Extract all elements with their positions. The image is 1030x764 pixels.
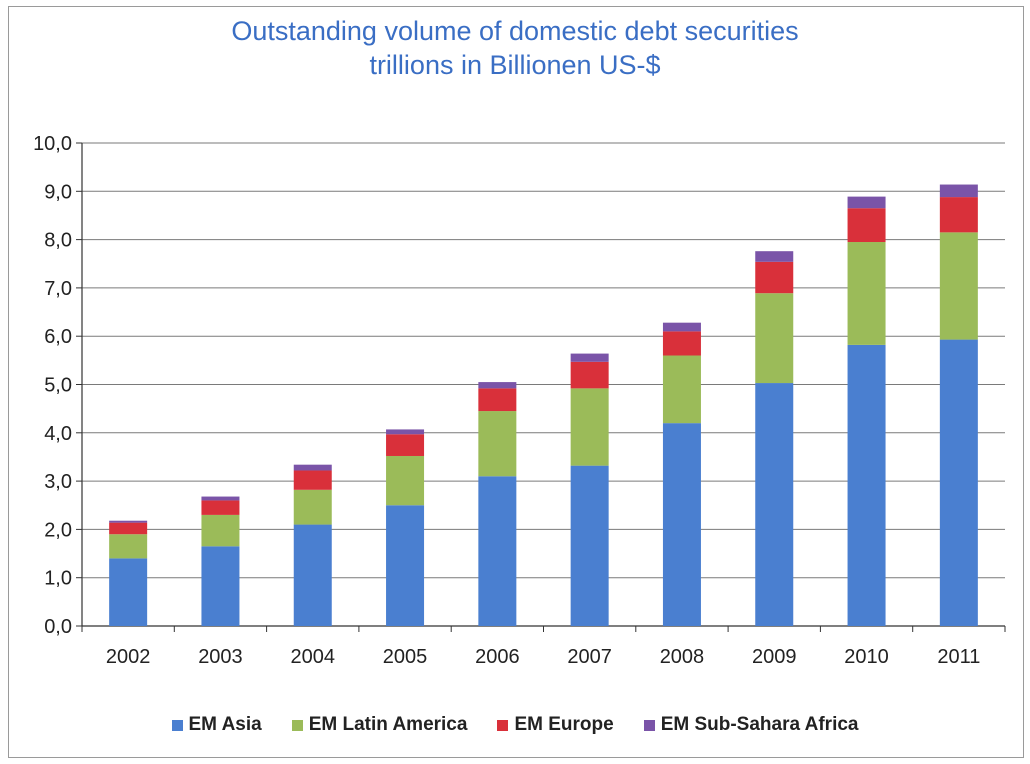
chart-subtitle: trillions in Billionen US-$ <box>369 50 661 80</box>
y-tick-label: 6,0 <box>44 326 72 348</box>
bar-segment <box>755 293 794 384</box>
x-tick-label: 2011 <box>937 646 980 668</box>
bar-segment <box>570 465 609 626</box>
y-tick-label: 10,0 <box>33 133 72 155</box>
x-tick-label: 2008 <box>660 646 705 668</box>
chart-title: Outstanding volume of domestic debt secu… <box>231 16 799 46</box>
bar-segment <box>109 558 148 626</box>
bar-segment <box>939 184 978 198</box>
bar-segment <box>662 423 701 626</box>
x-tick-label: 2003 <box>198 646 243 668</box>
legend-item: EM Asia <box>171 714 262 736</box>
y-tick-label: 5,0 <box>44 375 72 397</box>
bar-segment <box>109 522 148 535</box>
bar-segment <box>662 355 701 424</box>
bar-segment <box>939 197 978 233</box>
x-tick-label: 2002 <box>106 646 151 668</box>
bar-segment <box>201 496 240 501</box>
legend-swatch <box>171 719 183 731</box>
bar-segment <box>755 383 794 626</box>
bar-segment <box>201 546 240 626</box>
y-tick-label: 7,0 <box>44 278 72 300</box>
x-tick-label: 2010 <box>844 646 889 668</box>
y-tick-label: 0,0 <box>44 616 72 638</box>
legend-swatch <box>643 719 655 731</box>
legend-swatch <box>497 719 509 731</box>
bar-segment <box>386 429 425 435</box>
bar-segment <box>847 242 886 345</box>
bar-segment <box>755 251 794 262</box>
bar-segment <box>201 500 240 515</box>
x-tick-label: 2006 <box>475 646 520 668</box>
chart-legend: EM Asia EM Latin America EM Europe EM Sub-S… <box>0 714 1030 736</box>
legend-item: EM Europe <box>497 714 614 736</box>
bar-segment <box>386 434 425 456</box>
bar-segment <box>847 208 886 243</box>
bar-segment <box>939 232 978 340</box>
legend-item: EM Sub-Sahara Africa <box>643 714 859 736</box>
bar-segment <box>293 524 332 626</box>
legend-label: EM Europe <box>514 714 614 735</box>
y-tick-label: 1,0 <box>44 568 72 590</box>
x-tick-label: 2005 <box>383 646 428 668</box>
bar-segment <box>478 382 517 389</box>
chart-title-block: Outstanding volume of domestic debt secu… <box>0 14 1030 82</box>
y-tick-label: 8,0 <box>44 230 72 252</box>
y-tick-label: 3,0 <box>44 471 72 493</box>
legend-label: EM Latin America <box>308 714 468 735</box>
x-tick-label: 2009 <box>752 646 797 668</box>
bar-segment <box>570 353 609 362</box>
bar-segment <box>293 489 332 525</box>
bar-segment <box>662 331 701 356</box>
bar-segment <box>570 361 609 389</box>
bar-segment <box>478 388 517 412</box>
bar-segment <box>478 411 517 477</box>
bar-segment <box>847 344 886 626</box>
x-tick-label: 2007 <box>567 646 612 668</box>
bar-segment <box>386 455 425 506</box>
bar-segment <box>109 534 148 559</box>
bar-segment <box>662 322 701 332</box>
bar-segment <box>293 464 332 471</box>
legend-swatch <box>291 719 303 731</box>
bar-segment <box>478 476 517 626</box>
bar-segment <box>755 261 794 294</box>
bar-segment <box>939 339 978 626</box>
x-tick-label: 2004 <box>291 646 336 668</box>
y-tick-label: 2,0 <box>44 519 72 541</box>
bar-segment <box>201 514 240 547</box>
bar-segment <box>109 520 148 523</box>
legend-item: EM Latin America <box>291 714 468 736</box>
bar-segment <box>847 196 886 209</box>
y-tick-label: 9,0 <box>44 181 72 203</box>
legend-label: EM Asia <box>188 714 262 735</box>
bar-segment <box>386 505 425 626</box>
bar-segment <box>570 388 609 466</box>
legend-label: EM Sub-Sahara Africa <box>660 714 859 735</box>
y-tick-label: 4,0 <box>44 423 72 445</box>
bar-segment <box>293 470 332 490</box>
